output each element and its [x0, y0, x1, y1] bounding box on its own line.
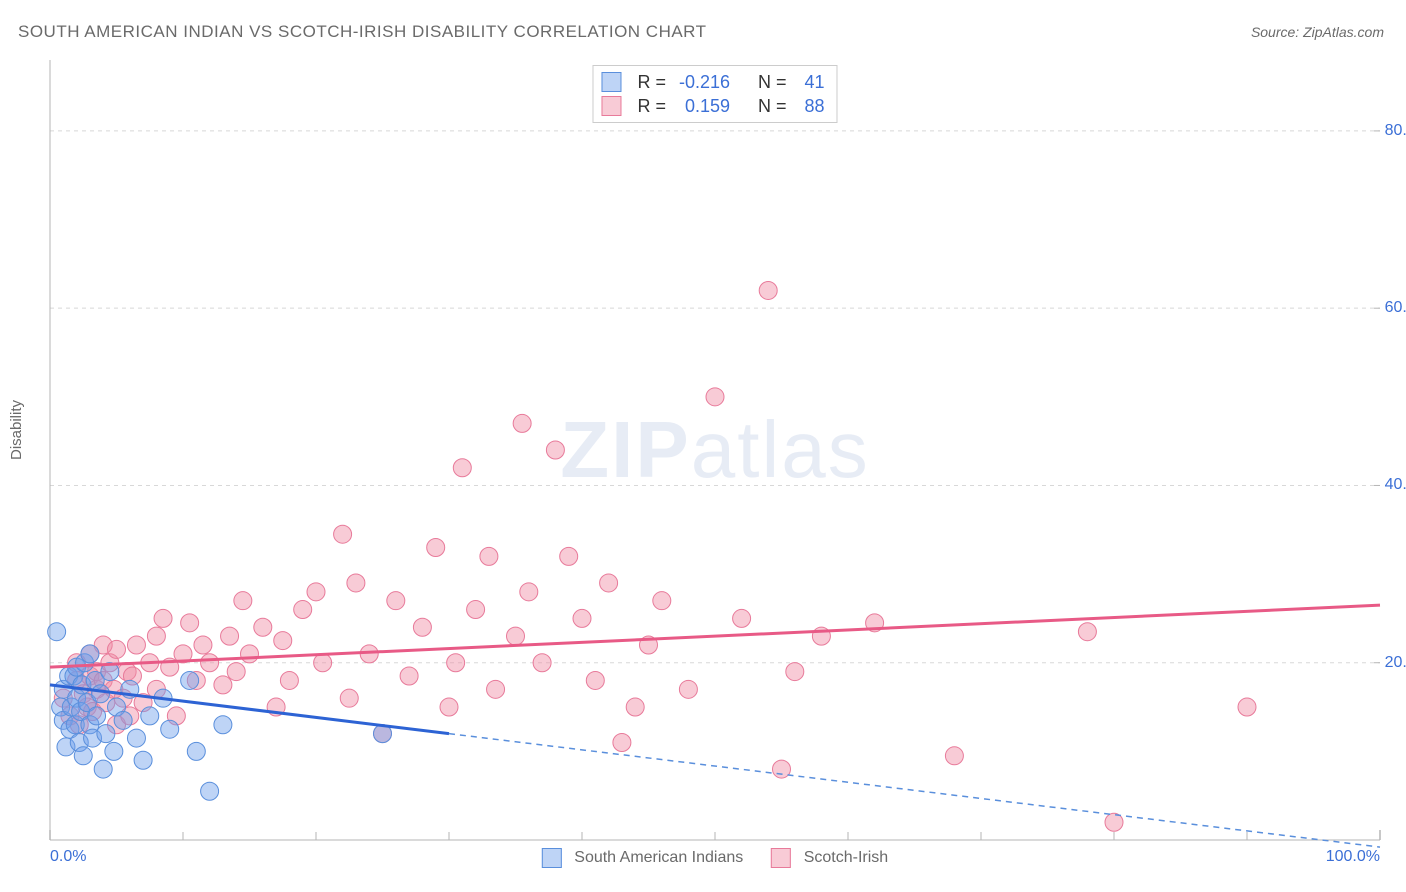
r-label: R = [637, 70, 666, 94]
legend-label-series2: Scotch-Irish [804, 849, 888, 866]
y-tick-label: 60.0% [1370, 299, 1406, 317]
y-tick-label: 40.0% [1370, 476, 1406, 494]
swatch-series1-icon [542, 848, 562, 868]
y-tick-label: 20.0% [1370, 654, 1406, 672]
swatch-series2-icon [601, 96, 621, 116]
source-label: Source: ZipAtlas.com [1251, 24, 1384, 40]
r-label: R = [637, 94, 666, 118]
series1-r-value: -0.216 [674, 70, 730, 94]
legend-item-series2: Scotch-Irish [771, 848, 888, 868]
series1-n-value: 41 [795, 70, 825, 94]
swatch-series1-icon [601, 72, 621, 92]
legend-item-series1: South American Indians [542, 848, 743, 868]
stats-legend-box: R = -0.216 N = 41 R = 0.159 N = 88 [592, 65, 837, 123]
swatch-series2-icon [771, 848, 791, 868]
bottom-legend: South American Indians Scotch-Irish [542, 848, 888, 868]
y-axis-label: Disability [8, 400, 25, 460]
chart-title: SOUTH AMERICAN INDIAN VS SCOTCH-IRISH DI… [18, 22, 707, 42]
stats-row-series1: R = -0.216 N = 41 [601, 70, 824, 94]
stats-row-series2: R = 0.159 N = 88 [601, 94, 824, 118]
x-tick-label: 100.0% [1326, 848, 1380, 866]
series2-n-value: 88 [795, 94, 825, 118]
scatter-chart [50, 60, 1380, 840]
y-tick-label: 80.0% [1370, 122, 1406, 140]
x-tick-label: 0.0% [50, 848, 86, 866]
series2-r-value: 0.159 [674, 94, 730, 118]
n-label: N = [758, 94, 787, 118]
plot-area: ZIPatlas R = -0.216 N = 41 R = 0.159 N =… [50, 60, 1380, 840]
legend-label-series1: South American Indians [574, 849, 743, 866]
n-label: N = [758, 70, 787, 94]
